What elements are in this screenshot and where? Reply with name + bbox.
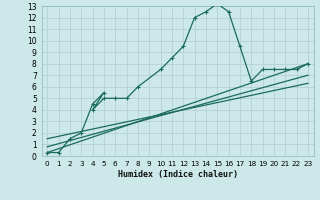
X-axis label: Humidex (Indice chaleur): Humidex (Indice chaleur)	[118, 170, 237, 179]
